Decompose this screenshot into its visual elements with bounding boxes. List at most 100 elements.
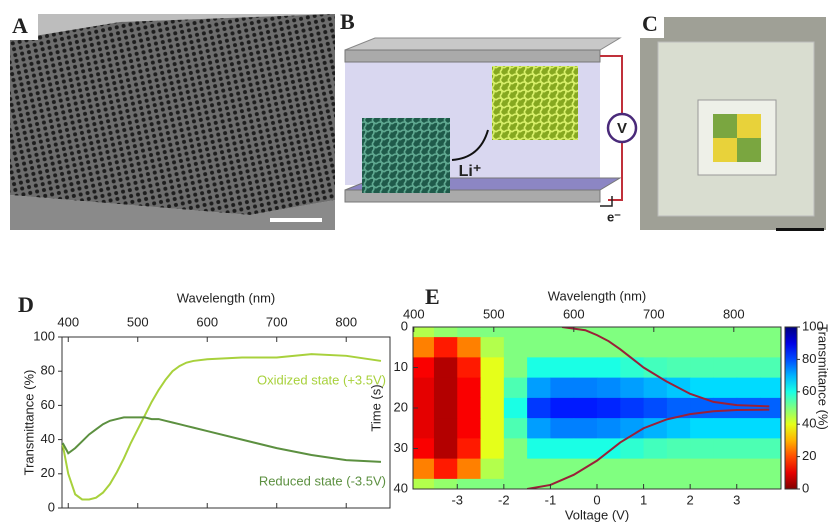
heatmap-cell xyxy=(433,357,458,379)
heatmap-cell xyxy=(503,357,528,379)
x-tick-label: 3 xyxy=(733,492,740,507)
voltmeter xyxy=(606,112,638,144)
tile xyxy=(713,114,737,138)
y-tick-label: 30 xyxy=(394,440,408,455)
heatmap-cell xyxy=(736,337,761,358)
x-tick-label: -3 xyxy=(451,492,463,507)
heatmap-cell xyxy=(480,377,505,399)
y-tick-label: 0 xyxy=(48,499,55,514)
heatmap-cell xyxy=(433,327,458,338)
heatmap-cell xyxy=(503,478,528,489)
heatmap-cell xyxy=(480,418,505,439)
heatmap-cell xyxy=(527,327,551,338)
series-label: Oxidized state (+3.5V) xyxy=(257,372,386,387)
reduced-lattice xyxy=(362,118,450,193)
colorbar-label: Transmittance (%) xyxy=(816,324,830,430)
heatmap-cell xyxy=(550,377,575,399)
heatmap-cell xyxy=(527,357,551,379)
y-tick-label: 60 xyxy=(41,397,55,412)
series-label: Reduced state (-3.5V) xyxy=(259,473,386,488)
y-axis-label: Time (s) xyxy=(368,384,383,431)
heatmap-cell xyxy=(760,478,781,489)
heatmap-cell xyxy=(643,438,668,460)
heatmap-cell xyxy=(736,418,761,439)
heatmap-cell xyxy=(760,337,781,358)
heatmap-cell xyxy=(760,438,781,460)
heatmap-cell xyxy=(433,458,458,480)
heatmap-cell xyxy=(413,327,435,338)
heatmap-cell xyxy=(643,327,668,338)
heatmap-cell xyxy=(713,397,738,419)
data-line xyxy=(61,353,382,501)
heatmap-cell xyxy=(620,397,645,419)
heatmap-cell xyxy=(503,377,528,399)
x-tick-label: 400 xyxy=(57,314,79,329)
x2-tick-label: 500 xyxy=(483,306,505,321)
heatmap-cell xyxy=(666,478,691,489)
panel-b: V Li⁺ e⁻ B xyxy=(340,9,638,224)
heatmap-cell xyxy=(527,397,551,419)
heatmap-cell xyxy=(760,418,781,439)
heatmap-cell xyxy=(457,337,482,358)
heatmap-cell xyxy=(597,337,621,358)
heatmap-cell xyxy=(666,357,691,379)
top-electrode xyxy=(344,37,622,51)
heatmap-cell xyxy=(480,458,505,480)
heatmap-cell xyxy=(413,357,435,379)
heatmap-cell xyxy=(573,418,598,439)
heatmap-cell xyxy=(480,438,505,460)
heatmap-cell xyxy=(736,357,761,379)
heatmap-cell xyxy=(457,438,482,460)
tile xyxy=(737,138,761,162)
x-tick-label: 600 xyxy=(196,314,218,329)
heatmap-cell xyxy=(666,337,691,358)
heatmap-cell xyxy=(713,438,738,460)
heatmap-cell xyxy=(713,418,738,439)
heatmap-cell xyxy=(736,438,761,460)
heatmap-cell xyxy=(643,458,668,480)
heatmap-cell xyxy=(480,357,505,379)
colorbar-tick-label: 80 xyxy=(802,351,816,366)
heatmap-cell xyxy=(527,377,551,399)
heatmap-cell xyxy=(413,478,435,489)
heatmap-cell xyxy=(713,458,738,480)
ion-arrow xyxy=(451,129,489,161)
colorbar-tick-label: 0 xyxy=(802,480,809,495)
heatmap-cell xyxy=(550,458,575,480)
electron-arrow xyxy=(600,196,613,207)
heatmap-cell xyxy=(666,438,691,460)
heatmap-cell xyxy=(433,397,458,419)
heatmap-cell xyxy=(573,397,598,419)
panel-label: A xyxy=(12,13,28,38)
heatmap-cell xyxy=(597,397,621,419)
heatmap-cell xyxy=(666,327,691,338)
heatmap-cell xyxy=(413,397,435,419)
heatmap-cell xyxy=(457,327,482,338)
heatmap-cell xyxy=(527,418,551,439)
heatmap-cell xyxy=(736,478,761,489)
label-bg xyxy=(8,12,38,40)
y-tick-label: 10 xyxy=(394,359,408,374)
heatmap-cell xyxy=(713,337,738,358)
heatmap-cell xyxy=(527,337,551,358)
heatmap-cell xyxy=(573,327,598,338)
heatmap-cell xyxy=(480,337,505,358)
ion-label: Li⁺ xyxy=(459,163,482,180)
heatmap-cell xyxy=(620,327,645,338)
heatmap-cell xyxy=(620,418,645,439)
heatmap-cell xyxy=(573,438,598,460)
heatmap-cell xyxy=(503,438,528,460)
y-tick-label: 40 xyxy=(41,431,55,446)
top-electrode-edge xyxy=(344,49,601,63)
heatmap-cell xyxy=(713,357,738,379)
heatmap-cell xyxy=(620,337,645,358)
heatmap-cell xyxy=(760,377,781,399)
heatmap-cell xyxy=(550,478,575,489)
heatmap-cell xyxy=(413,438,435,460)
voltmeter-label: V xyxy=(617,120,627,137)
heatmap-cell xyxy=(597,458,621,480)
heatmap-cell xyxy=(527,438,551,460)
heatmap-cell xyxy=(643,418,668,439)
heatmap-cell xyxy=(620,377,645,399)
sem-film xyxy=(10,14,335,215)
